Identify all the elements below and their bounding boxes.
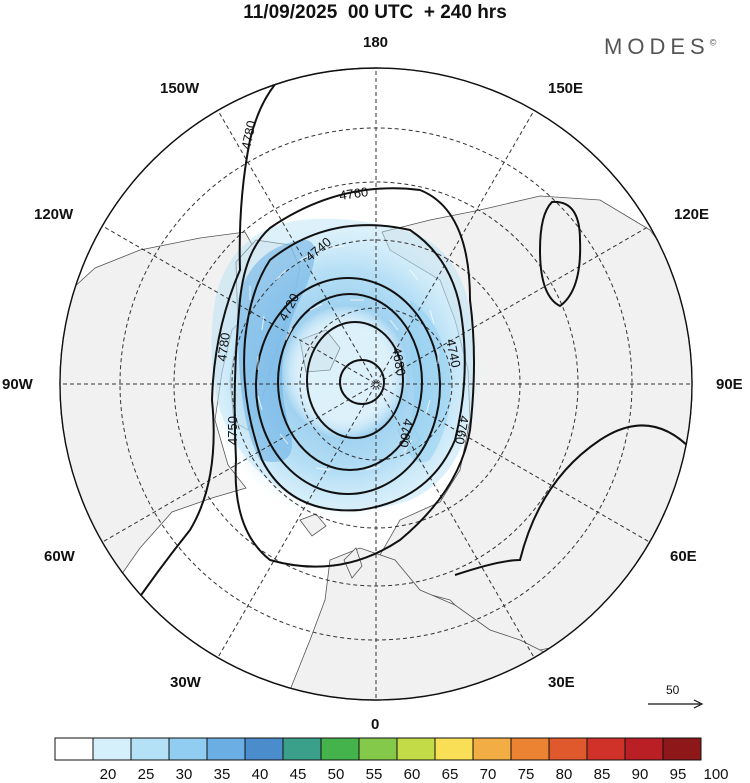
- geopotential-contours: [115, 68, 692, 633]
- lon-label-150w: 150W: [160, 80, 200, 97]
- colorbar-tick-label: 55: [365, 766, 383, 783]
- colorbar-tick-label: 35: [213, 766, 231, 783]
- colorbar-swatch: [244, 737, 284, 761]
- lon-label-60e: 60E: [670, 548, 697, 565]
- colorbar-tick-label: 20: [99, 766, 117, 783]
- colorbar-swatch: [548, 737, 588, 761]
- colorbar-swatch: [624, 737, 664, 761]
- colorbar-tick-label: 75: [517, 766, 535, 783]
- colorbar-swatch: [92, 737, 132, 761]
- colorbar-swatch: [472, 737, 512, 761]
- colorbar-tick-label: 50: [327, 766, 345, 783]
- label-4780-top: 4780: [238, 119, 259, 150]
- wind-reference-label: 50: [666, 683, 680, 697]
- label-4750-left: 4750: [225, 416, 240, 445]
- lon-label-90e: 90E: [716, 376, 743, 393]
- label-4700-right: 4700: [396, 417, 416, 448]
- colorbar-tick-label: 65: [441, 766, 459, 783]
- copyright-mark: ©: [709, 37, 717, 48]
- label-4760-right: 4760: [452, 414, 472, 445]
- colorbar-swatch: [434, 737, 474, 761]
- brand-logo: MODES©: [604, 34, 716, 60]
- label-4780-left: 4780: [214, 332, 233, 363]
- label-4680-right: 4680: [389, 346, 409, 377]
- lon-label-30w: 30W: [170, 674, 201, 691]
- contour-4760-east: [538, 200, 582, 308]
- wind-vectors: [249, 245, 439, 471]
- map-content: [60, 68, 692, 700]
- contour-4760: [233, 187, 475, 568]
- colorbar-swatch: [168, 737, 208, 761]
- lon-label-180: 180: [363, 34, 389, 51]
- colorbar-swatch: [320, 737, 360, 761]
- colorbar-swatch: [282, 737, 322, 761]
- contour-4680: [306, 321, 404, 439]
- colorbar-tick-label: 95: [669, 766, 687, 783]
- colorbar-swatch: [206, 737, 246, 761]
- graticule: [60, 68, 692, 700]
- colorbar-swatch: [358, 737, 398, 761]
- colorbar-tick-label: 85: [593, 766, 611, 783]
- colorbar-tick-label: 70: [479, 766, 497, 783]
- contour-4720: [255, 277, 441, 495]
- lon-label-120w: 120W: [34, 206, 74, 223]
- land-iceland: [299, 513, 327, 537]
- lon-label-60w: 60W: [44, 548, 75, 565]
- label-4740-right: 4740: [443, 338, 464, 369]
- lon-label-90w: 90W: [2, 376, 33, 393]
- land-british-isles: [343, 547, 363, 579]
- colorbar-swatch: [130, 737, 170, 761]
- contour-4740: [243, 224, 466, 512]
- contour-4780: [115, 68, 293, 633]
- contour-4700: [277, 293, 423, 471]
- lon-label-150e: 150E: [548, 80, 584, 97]
- arrow-right-icon: [648, 699, 704, 709]
- label-4760-top: 4760: [338, 184, 369, 203]
- colorbar-tick-label: 80: [555, 766, 573, 783]
- colorbar-tick-label: 30: [175, 766, 193, 783]
- contour-4660: [339, 359, 385, 405]
- colorbar-tick-label: 40: [251, 766, 269, 783]
- colorbar-tick-label: 100: [703, 766, 729, 783]
- lon-label-120e: 120E: [674, 206, 710, 223]
- lon-label-0: 0: [371, 716, 380, 733]
- colorbar-swatch: [510, 737, 550, 761]
- colorbar: [54, 737, 702, 761]
- colorbar-swatch: [586, 737, 626, 761]
- brand-text: MODES: [604, 34, 710, 59]
- colorbar-tick-label: 90: [631, 766, 649, 783]
- colorbar-swatch: [662, 737, 702, 761]
- map-boundary: [59, 67, 693, 701]
- map-title: 11/09/2025 00 UTC + 240 hrs: [243, 2, 507, 23]
- colorbar-tick-label: 45: [289, 766, 307, 783]
- lon-label-30e: 30E: [548, 674, 575, 691]
- colorbar-tick-label: 25: [137, 766, 155, 783]
- colorbar-tick-label: 60: [403, 766, 421, 783]
- colorbar-swatch: [54, 737, 94, 761]
- contour-4780-east: [454, 424, 692, 576]
- colorbar-swatch: [396, 737, 436, 761]
